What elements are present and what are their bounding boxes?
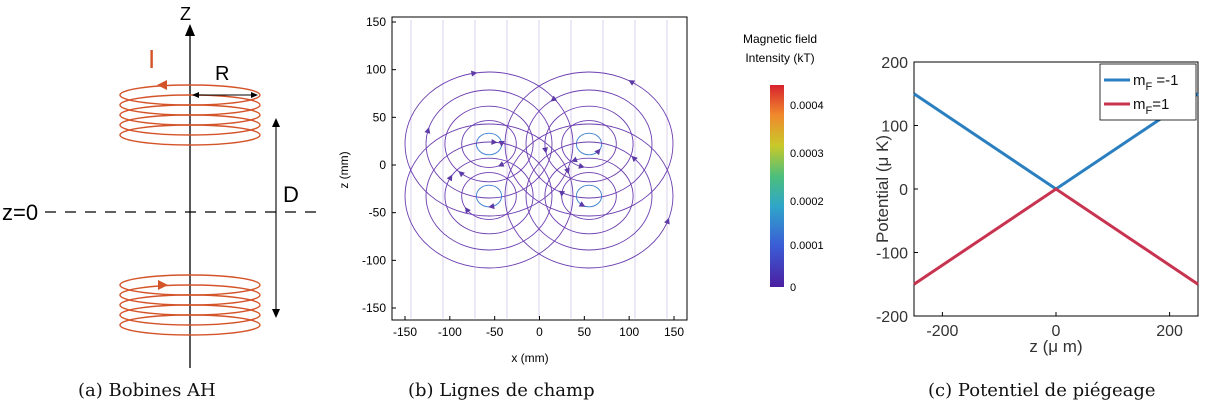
- radius-label: R: [215, 63, 229, 85]
- legend-box: [1099, 63, 1197, 121]
- x-tick-label: -150: [393, 325, 417, 339]
- streamline-arrow: [488, 203, 495, 210]
- colorbar-tick-labels: 0.0004 0.0003 0.0002 0.0001 0: [790, 100, 824, 294]
- upper-current-arrow: [157, 80, 167, 90]
- z-axis-arrow: [185, 24, 195, 36]
- chart-series: [913, 92, 1199, 286]
- streamline: [544, 105, 634, 183]
- legend-entry: mF=1: [1133, 96, 1169, 117]
- caption-a: (a) Bobines AH: [78, 380, 216, 401]
- y-tick-label: -100: [876, 246, 908, 263]
- streamline-arrow: [564, 167, 570, 175]
- colorbar-tick-label: 0: [790, 282, 796, 294]
- colorbar-title-2: Intensity (kT): [745, 51, 814, 65]
- legend-entry: mF =-1: [1133, 72, 1179, 93]
- streamline-arrow: [571, 156, 578, 163]
- streamlines: [404, 20, 674, 318]
- distance-label: D: [283, 182, 299, 207]
- colorbar: [770, 85, 784, 287]
- streamline: [444, 157, 534, 235]
- x-tick-label: 50: [578, 325, 592, 339]
- potential-chart: -200 0 200 200 100 0 -100 -200 z (μ m) Potenti…: [873, 55, 1199, 356]
- streamline: [404, 123, 574, 269]
- colorbar-tick-label: 0.0003: [790, 148, 824, 160]
- streamline-arrow: [446, 174, 453, 182]
- x-tick-label: -100: [438, 325, 462, 339]
- upper-coil: [119, 84, 261, 146]
- x-tick-label: 100: [619, 325, 639, 339]
- streamline-arrow: [559, 190, 566, 197]
- streamline-arrow: [578, 201, 586, 207]
- panel-a-coils: Z I R D z=0: [0, 0, 330, 375]
- caption-c: (c) Potentiel de piégeage: [928, 380, 1156, 401]
- panel-c-potential: -200 0 200 200 100 0 -100 -200 z (μ m) Potenti…: [860, 0, 1208, 375]
- streamline: [575, 132, 603, 156]
- y-tick-label: 0: [379, 158, 386, 172]
- streamline: [544, 157, 634, 235]
- streamline-arrow: [470, 70, 478, 77]
- y-tick-labels: 150 100 50 0 -50 -100 -150: [362, 15, 396, 315]
- streamline: [504, 123, 674, 269]
- streamline: [461, 120, 517, 168]
- caption-b: (b) Lignes de champ: [408, 380, 595, 401]
- streamline-arrow: [578, 162, 585, 169]
- legend: mF =-1 mF=1: [1099, 63, 1197, 121]
- streamline-arrow: [497, 161, 505, 167]
- plane-label: z=0: [2, 200, 38, 225]
- streamline-arrow: [458, 171, 465, 178]
- y-tick-labels: 200 100 0 -100 -200: [876, 55, 918, 326]
- x-tick-label: 0: [536, 325, 543, 339]
- streamline: [444, 105, 534, 183]
- streamline-arrow: [424, 127, 431, 134]
- colorbar-title-1: Magnetic field: [743, 32, 817, 46]
- y-axis-label: Potential (μ K): [873, 135, 892, 243]
- x-tick-label: 0: [1052, 323, 1061, 340]
- colorbar-tick-label: 0.0001: [790, 240, 824, 252]
- panel-b-field-lines: -150 -100 -50 0 50 100 150 150 100 50 0 -50 -100 -15…: [330, 0, 850, 375]
- colorbar-tick-label: 0.0002: [790, 196, 824, 208]
- streamline: [425, 89, 553, 199]
- streamline-arrow: [464, 206, 471, 214]
- coils-diagram: Z I R D z=0: [2, 4, 318, 368]
- y-tick-label: 100: [881, 119, 908, 136]
- y-tick-label: 100: [366, 63, 386, 77]
- streamline-arrow: [628, 80, 636, 86]
- y-tick-label: -100: [362, 253, 386, 267]
- plot-frame: [391, 16, 688, 321]
- y-tick-label: -200: [876, 309, 908, 326]
- streamline-arrow: [542, 147, 549, 154]
- y-tick-label: -150: [362, 301, 386, 315]
- streamline: [575, 184, 603, 208]
- streamline-arrow: [594, 148, 601, 156]
- x-tick-label: -50: [486, 325, 504, 339]
- streamline-arrow: [664, 217, 670, 225]
- streamline-arrow: [491, 138, 498, 145]
- lower-coil: [119, 274, 261, 336]
- y-tick-label: 50: [373, 110, 387, 124]
- streamline: [525, 89, 653, 199]
- x-tick-labels: -200 0 200: [926, 312, 1183, 340]
- streamline: [425, 141, 553, 251]
- y-tick-label: 200: [881, 55, 908, 72]
- y-tick-label: -50: [369, 206, 387, 220]
- lower-current-arrow: [158, 280, 168, 290]
- series-line-2: [913, 187, 1199, 286]
- x-tick-label: -200: [926, 323, 958, 340]
- streamline: [525, 141, 653, 251]
- streamline: [561, 120, 617, 168]
- y-tick-label: 0: [899, 182, 908, 199]
- x-axis-label: z (μ m): [1029, 337, 1082, 356]
- current-label: I: [148, 44, 155, 74]
- colorbar-tick-label: 0.0004: [790, 100, 824, 112]
- streamline-plot: -150 -100 -50 0 50 100 150 150100500-50-100-15…: [337, 15, 824, 365]
- x-tick-label: 150: [664, 325, 684, 339]
- x-tick-labels: -150 -100 -50 0 50 100 150: [393, 316, 684, 339]
- y-axis-label: z (mm): [337, 151, 351, 188]
- x-axis-label: x (mm): [511, 351, 548, 365]
- streamline: [461, 172, 517, 220]
- z-axis-label: Z: [180, 4, 191, 24]
- y-tick-label: 150: [366, 15, 386, 29]
- x-tick-label: 200: [1156, 323, 1183, 340]
- streamline-arrow: [550, 95, 558, 102]
